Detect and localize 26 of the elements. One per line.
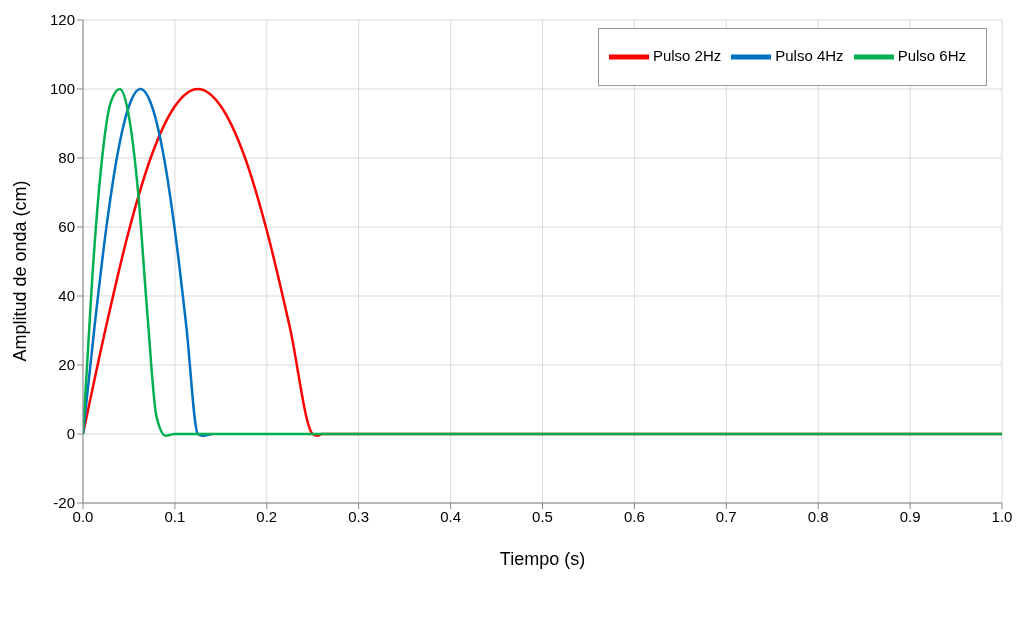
- x-tick-label: 0.7: [715, 507, 737, 525]
- x-tick-label: 0.0: [72, 507, 94, 525]
- y-tick-label: 40: [58, 287, 75, 305]
- x-tick-label: 1.0: [991, 507, 1013, 525]
- x-tick-label: 0.2: [256, 507, 278, 525]
- x-tick-label: 0.9: [899, 507, 921, 525]
- y-tick-label: 120: [49, 11, 75, 29]
- y-tick-label: 100: [49, 80, 75, 98]
- y-tick-label: 0: [66, 425, 75, 443]
- x-tick-label: 0.8: [807, 507, 829, 525]
- x-tick-label: 0.4: [440, 507, 462, 525]
- y-tick-label: 80: [58, 149, 75, 167]
- line-series: [83, 87, 213, 437]
- y-axis-title: Amplitud de onda (cm): [10, 180, 31, 362]
- x-axis-title: Tiempo (s): [499, 549, 586, 569]
- line-series: [83, 87, 1002, 437]
- legend-label: Pulso 6Hz: [897, 46, 966, 64]
- y-tick-label: 60: [58, 218, 75, 236]
- legend-label: Pulso 2Hz: [652, 46, 722, 64]
- y-tick-label: 20: [58, 356, 75, 374]
- x-tick-label: 0.1: [164, 507, 186, 525]
- x-tick-label: 0.3: [348, 507, 370, 525]
- x-tick-label: 0.5: [532, 507, 553, 525]
- legend-label: Pulso 4Hz: [775, 46, 844, 64]
- y-tick-label: -20: [53, 494, 75, 512]
- x-tick-label: 0.6: [623, 507, 645, 525]
